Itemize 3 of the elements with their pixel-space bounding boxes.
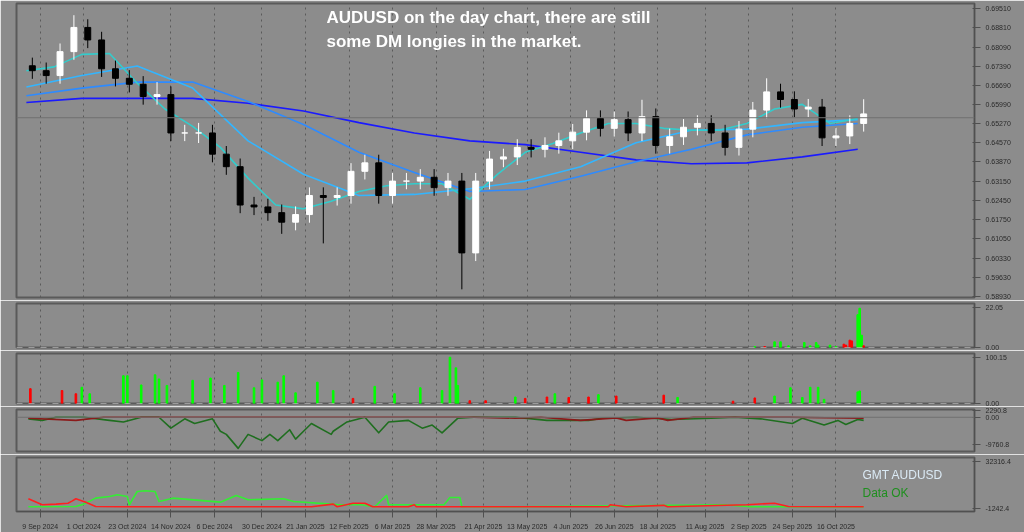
annotation: GMT AUDUSD — [862, 467, 943, 482]
annotation: AUDUSD on the day chart, there are still some DM longies in the market. — [326, 7, 651, 51]
annotation: Data OK — [862, 485, 909, 500]
